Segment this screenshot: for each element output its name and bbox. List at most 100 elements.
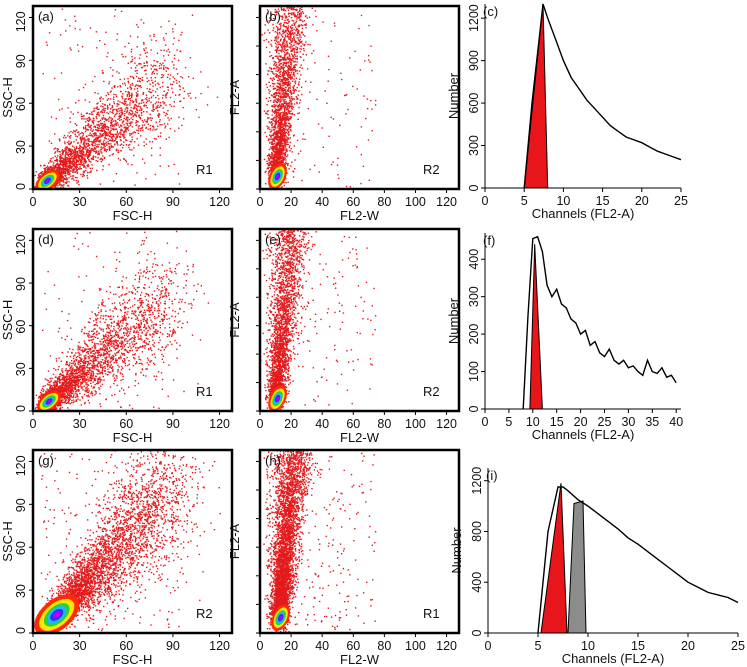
- scatter-point: [111, 106, 113, 109]
- scatter-point: [282, 85, 284, 87]
- scatter-point: [58, 184, 61, 186]
- scatter-point: [124, 129, 127, 131]
- scatter-point: [178, 81, 180, 83]
- scatter-point: [103, 144, 105, 146]
- scatter-point: [198, 116, 200, 119]
- scatter-point: [96, 107, 98, 109]
- scatter-point: [277, 66, 279, 68]
- scatter-point: [277, 34, 279, 36]
- scatter-point: [272, 148, 274, 150]
- scatter-point: [156, 105, 158, 108]
- scatter-point: [287, 71, 289, 73]
- scatter-point: [275, 110, 277, 113]
- scatter-point: [299, 10, 301, 12]
- scatter-point: [277, 141, 280, 144]
- scatter-point: [288, 87, 290, 89]
- scatter-point: [290, 44, 292, 46]
- scatter-point: [170, 117, 172, 120]
- scatter-point: [278, 99, 281, 101]
- scatter-point: [125, 119, 127, 121]
- scatter-point: [282, 105, 284, 107]
- scatter-point: [290, 34, 292, 36]
- scatter-point: [272, 23, 274, 26]
- scatter-point: [280, 39, 282, 41]
- scatter-point: [133, 147, 135, 149]
- scatter-point: [287, 124, 289, 127]
- scatter-point: [103, 124, 106, 126]
- scatter-point: [62, 180, 65, 183]
- scatter-point: [279, 141, 281, 144]
- scatter-point: [282, 43, 284, 45]
- scatter-point: [158, 67, 161, 70]
- scatter-point: [288, 74, 290, 76]
- scatter-point: [299, 78, 301, 80]
- scatter-point: [101, 126, 103, 129]
- scatter-point: [282, 77, 284, 79]
- scatter-point: [60, 180, 62, 182]
- scatter-point: [288, 33, 290, 36]
- scatter-point: [110, 139, 113, 142]
- scatter-point: [82, 137, 84, 140]
- scatter-point: [274, 137, 277, 139]
- scatter-point: [276, 146, 278, 148]
- scatter-point: [71, 157, 73, 160]
- scatter-point: [288, 53, 290, 55]
- scatter-point: [139, 81, 141, 83]
- scatter-point: [124, 82, 126, 84]
- scatter-point: [68, 155, 70, 157]
- scatter-point: [301, 67, 303, 69]
- scatter-point: [63, 178, 65, 180]
- x-tick-label: 120: [209, 195, 230, 209]
- scatter-point: [282, 57, 284, 59]
- scatter-point: [121, 122, 123, 124]
- scatter-point: [64, 141, 66, 143]
- scatter-point: [290, 116, 293, 118]
- scatter-point: [297, 39, 300, 41]
- scatter-point: [54, 155, 56, 158]
- y-tick-label: 60: [14, 97, 28, 111]
- scatter-point: [271, 105, 273, 107]
- scatter-point: [144, 65, 146, 67]
- scatter-point: [123, 124, 125, 126]
- scatter-point: [277, 28, 279, 30]
- scatter-point: [280, 94, 282, 96]
- scatter-point: [160, 76, 163, 79]
- scatter-point: [125, 144, 128, 146]
- scatter-point: [97, 145, 99, 148]
- scatter-point: [277, 116, 279, 119]
- scatter-point: [276, 86, 279, 88]
- scatter-point: [103, 117, 105, 119]
- scatter-point: [68, 150, 71, 152]
- scatter-point: [137, 36, 139, 38]
- scatter-point: [282, 142, 284, 145]
- scatter-point: [156, 52, 159, 54]
- scatter-point: [52, 169, 55, 171]
- scatter-point: [290, 100, 292, 102]
- scatter-point: [91, 130, 94, 132]
- scatter-point: [289, 12, 292, 15]
- scatter-point: [117, 100, 119, 102]
- scatter-point: [273, 1, 274, 2]
- scatter-point: [293, 57, 295, 59]
- scatter-point: [272, 126, 274, 128]
- scatter-point: [284, 112, 287, 114]
- scatter-point: [277, 55, 279, 57]
- scatter-point: [299, 8, 301, 10]
- scatter-point: [161, 124, 163, 126]
- scatter-point: [162, 97, 164, 99]
- scatter-point: [276, 113, 278, 115]
- scatter-point: [276, 98, 279, 101]
- scatter-point: [300, 12, 302, 14]
- scatter-point: [273, 153, 275, 155]
- scatter-point: [293, 61, 295, 63]
- scatter-point: [276, 88, 278, 91]
- scatter-point: [126, 95, 129, 97]
- scatter-point: [72, 113, 74, 115]
- scatter-point: [288, 146, 290, 149]
- scatter-point: [275, 92, 277, 94]
- scatter-point: [267, 167, 269, 169]
- scatter-point: [83, 142, 85, 144]
- scatter-point: [44, 191, 45, 192]
- scatter-point: [289, 98, 291, 100]
- scatter-point: [116, 112, 118, 114]
